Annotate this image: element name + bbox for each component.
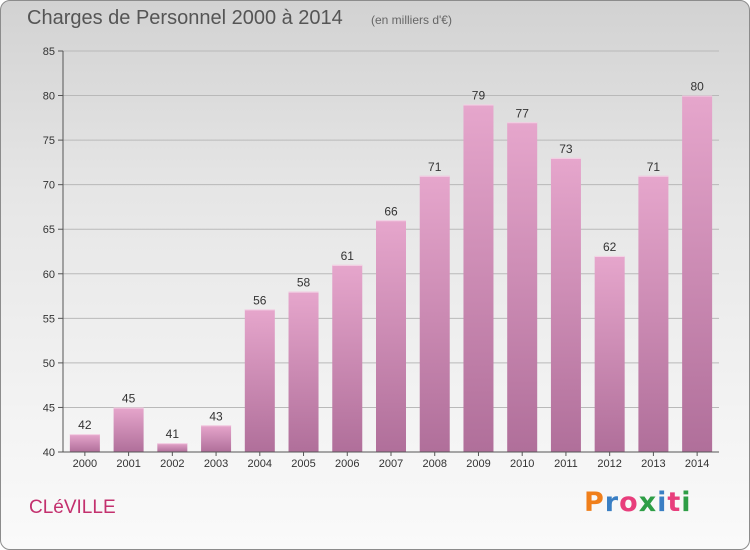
x-tick-label: 2011 bbox=[554, 458, 578, 470]
logo-letter: P bbox=[584, 487, 605, 518]
value-label: 45 bbox=[122, 391, 136, 405]
bar-2013 bbox=[638, 175, 669, 452]
bar-2008 bbox=[419, 175, 450, 452]
x-tick-label: 2006 bbox=[335, 458, 359, 470]
logo-letter: i bbox=[681, 487, 692, 518]
x-tick-label: 2008 bbox=[422, 458, 446, 470]
bar-2012 bbox=[594, 255, 625, 452]
x-tick-label: 2007 bbox=[379, 458, 403, 470]
y-tick-label: 50 bbox=[43, 358, 55, 370]
value-label: 66 bbox=[384, 204, 398, 218]
bar-2010 bbox=[507, 122, 538, 453]
y-tick-label: 45 bbox=[43, 402, 55, 414]
bar-2001 bbox=[113, 407, 144, 452]
y-tick-label: 80 bbox=[43, 91, 55, 103]
value-label: 58 bbox=[297, 276, 311, 290]
logo-letter: x bbox=[638, 487, 658, 518]
y-tick-label: 75 bbox=[43, 135, 55, 147]
logo-letter: i bbox=[657, 487, 668, 518]
x-tick-label: 2010 bbox=[510, 458, 534, 470]
bar-2014 bbox=[682, 95, 713, 453]
value-labels: 42 45 41 43 56 58 61 66 71 79 77 73 62 71 80 bbox=[78, 80, 704, 442]
x-tick-label: 2001 bbox=[116, 458, 140, 470]
bar-2007 bbox=[376, 220, 406, 452]
logo-letter: r bbox=[604, 487, 620, 518]
y-tick-label: 60 bbox=[43, 269, 55, 281]
value-label: 43 bbox=[209, 409, 223, 423]
proxiti-logo: Proxiti bbox=[584, 487, 692, 518]
x-tick-label: 2002 bbox=[160, 458, 184, 470]
value-label: 42 bbox=[78, 418, 92, 432]
bar-2005 bbox=[288, 291, 319, 452]
y-tick-label: 40 bbox=[43, 447, 55, 459]
value-label: 62 bbox=[603, 240, 617, 254]
axes: 40 45 50 55 60 65 70 75 80 85 2000 2001 2002 2003 2004… bbox=[43, 46, 719, 470]
y-tick-label: 65 bbox=[43, 224, 55, 236]
value-label: 73 bbox=[559, 142, 573, 156]
bar-2002 bbox=[157, 443, 188, 452]
x-tick-label: 2009 bbox=[466, 458, 490, 470]
bar-2000 bbox=[69, 434, 100, 452]
x-tick-label: 2000 bbox=[73, 458, 97, 470]
value-label: 71 bbox=[428, 160, 442, 174]
value-label: 71 bbox=[647, 160, 661, 174]
x-tick-label: 2014 bbox=[685, 458, 709, 470]
value-label: 79 bbox=[472, 88, 486, 102]
bar-2011 bbox=[550, 157, 581, 452]
value-label: 56 bbox=[253, 293, 267, 307]
y-tick-label: 85 bbox=[43, 46, 55, 58]
value-label: 77 bbox=[516, 106, 530, 120]
bar-2004 bbox=[244, 309, 275, 452]
x-tick-label: 2005 bbox=[291, 458, 315, 470]
y-tick-label: 70 bbox=[43, 180, 55, 192]
x-tick-label: 2004 bbox=[248, 458, 272, 470]
logo-letter: o bbox=[619, 487, 639, 518]
logo-letter: t bbox=[667, 487, 682, 518]
x-tick-label: 2012 bbox=[597, 458, 621, 470]
bar-2003 bbox=[201, 425, 232, 452]
chart-subtitle: (en milliers d'€) bbox=[371, 13, 452, 27]
value-label: 61 bbox=[341, 249, 355, 263]
y-tick-label: 55 bbox=[43, 313, 55, 325]
bars bbox=[69, 95, 713, 453]
value-label: 41 bbox=[166, 427, 180, 441]
x-tick-label: 2013 bbox=[641, 458, 665, 470]
bar-2009 bbox=[463, 104, 494, 452]
bar-2006 bbox=[332, 264, 363, 452]
x-tick-label: 2003 bbox=[204, 458, 228, 470]
chart-title: Charges de Personnel 2000 à 2014 bbox=[27, 7, 343, 29]
commune-name: CLéVILLE bbox=[29, 497, 116, 518]
value-label: 80 bbox=[690, 80, 704, 94]
